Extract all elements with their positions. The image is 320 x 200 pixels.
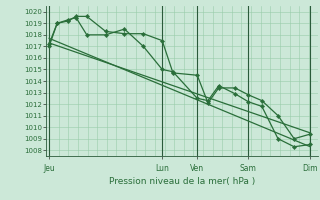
X-axis label: Pression niveau de la mer( hPa ): Pression niveau de la mer( hPa ) [109,177,256,186]
